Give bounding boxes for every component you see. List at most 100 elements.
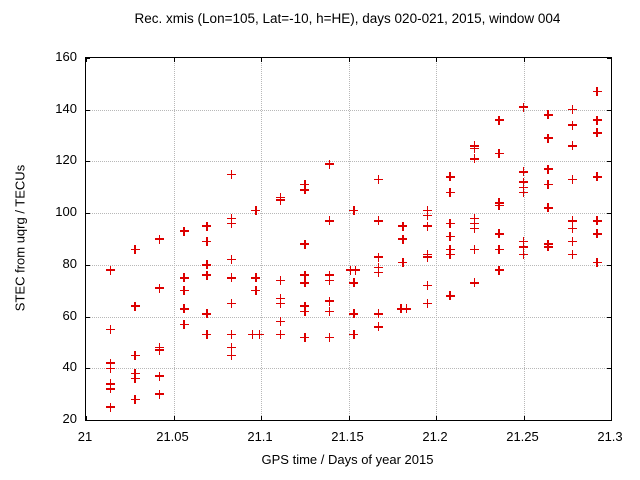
data-point [470,154,479,164]
x-tick-label: 21.25 [506,429,539,444]
data-point [519,250,528,259]
x-gridline [436,58,437,420]
x-tick-mark [348,416,350,420]
data-point [373,322,383,332]
data-point [226,218,236,228]
y-tick-label: 40 [62,359,77,375]
data-point [519,237,528,247]
y-tick-mark [86,316,90,318]
x-tick-label: 21.1 [247,429,273,444]
data-point [179,319,189,329]
data-point [155,345,164,355]
data-point [494,149,504,159]
data-point [470,213,479,223]
data-point [519,177,528,187]
x-tick-mark [436,416,437,420]
data-point [401,304,411,314]
data-point [592,172,602,182]
data-point [519,182,528,192]
data-point [300,239,310,249]
data-point [592,87,602,97]
data-point [179,304,189,314]
data-point [226,299,236,309]
y-tick-label: 60 [62,307,77,323]
x-tick-mark [436,58,437,62]
data-point [349,206,359,216]
data-point [470,278,479,288]
data-point [300,306,310,316]
x-axis-label: GPS time / Days of year 2015 [261,452,434,467]
data-point [130,394,140,404]
y-axis-label: STEC from uqrg / TECUs [12,164,28,312]
data-point [398,221,408,231]
data-point [106,325,115,334]
x-tick-mark [348,58,350,62]
data-point [445,250,455,259]
x-tick-mark [611,58,612,62]
data-point [130,374,140,384]
data-point [155,234,164,244]
data-point [543,242,553,252]
x-tick-label: 21.05 [156,429,189,444]
data-point [275,330,285,340]
x-tick-mark [173,58,175,62]
data-point [275,317,285,327]
data-point [300,278,310,288]
y-tick-label: 80 [62,255,77,271]
data-point [592,128,602,138]
data-point [494,265,504,275]
x-tick-mark [173,416,175,420]
data-point [155,389,164,399]
data-point [130,350,140,360]
x-tick-label: 21 [77,429,93,444]
data-point [324,270,334,280]
data-point [519,102,528,112]
y-tick-label: 140 [55,100,77,116]
data-point [300,332,310,342]
data-point [300,301,310,311]
data-point [494,229,504,239]
data-point [345,265,355,275]
data-point [202,260,212,270]
data-point [324,296,334,306]
data-point [324,332,334,342]
data-point [106,402,115,412]
data-point [300,180,310,190]
plot-area [85,57,612,421]
y-tick-mark [86,213,90,215]
data-point [568,224,577,234]
data-point [396,304,406,314]
data-point [519,187,528,197]
data-point [373,309,383,319]
data-point [324,159,334,169]
data-point [470,224,479,234]
x-tick-mark [523,58,525,62]
x-tick-mark [261,416,262,420]
x-gridline [173,58,175,420]
x-tick-mark [261,58,262,62]
y-tick-mark [607,161,611,163]
data-point [247,330,257,340]
data-point [422,211,432,221]
y-tick-mark [607,316,611,318]
data-point [202,309,212,319]
data-point [445,244,455,254]
data-point [275,275,285,285]
data-point [422,206,432,216]
y-tick-mark [86,58,90,59]
data-point [251,286,261,296]
data-point [543,110,553,120]
data-point [543,164,553,174]
data-point [226,330,236,340]
y-tick-mark [86,420,90,421]
data-point [398,234,408,244]
data-point [130,368,140,378]
y-gridline [86,109,611,111]
data-point [568,141,577,151]
y-gridline [86,368,611,370]
data-point [275,299,285,309]
data-point [445,291,455,301]
data-point [349,278,359,288]
x-gridline [261,58,262,420]
